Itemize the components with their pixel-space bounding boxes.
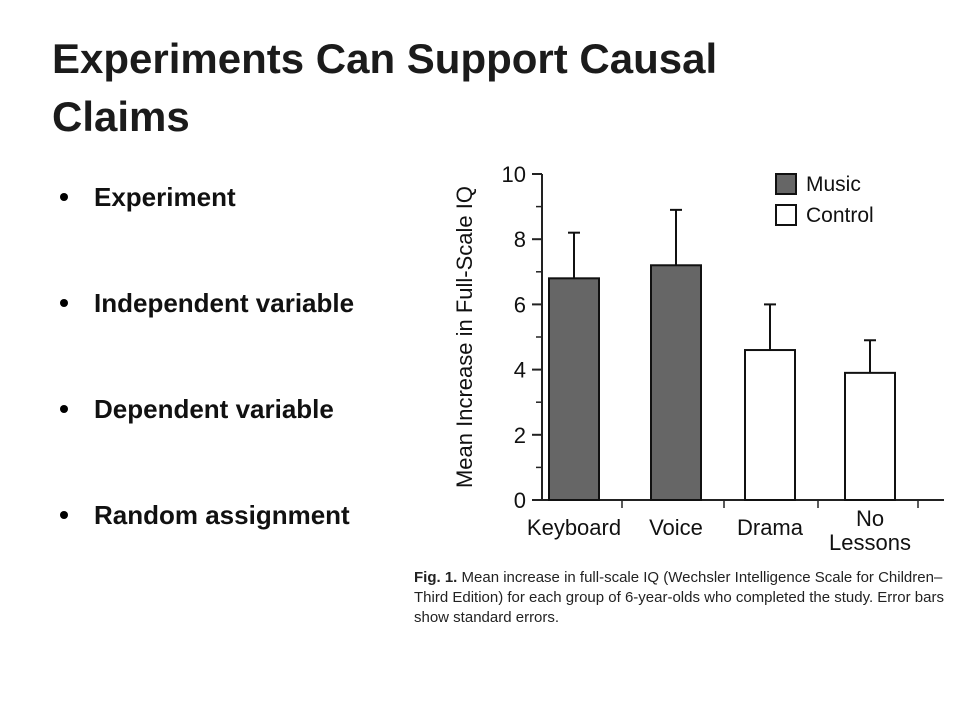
bullet-list: Experiment Independent variable Dependen…	[60, 172, 354, 596]
legend-swatch	[775, 173, 797, 195]
bar	[548, 277, 600, 501]
x-tick-label: Keyboard	[527, 515, 621, 540]
bar-chart: 0 2 4 6 8 10 Mean Increase in Full-Scale IQ Key…	[438, 150, 958, 560]
figure-caption: Fig. 1. Mean increase in full-scale IQ (…	[414, 568, 954, 628]
y-tick-label: 8	[514, 227, 526, 252]
bullet-text: Experiment	[94, 182, 236, 212]
bullet-text: Independent variable	[94, 288, 355, 318]
bullet-text: Random assignment	[94, 500, 350, 530]
y-tick-label: 2	[514, 423, 526, 448]
bullet-dot-icon	[60, 193, 68, 201]
bar	[744, 349, 796, 501]
bullet-item: Dependent variable	[60, 384, 354, 490]
legend-label: Control	[806, 204, 874, 227]
legend-swatch	[775, 204, 797, 226]
slide-title: Experiments Can Support Causal Claims	[52, 35, 718, 140]
figure-caption-text: Mean increase in full-scale IQ (Wechsler…	[414, 569, 944, 626]
bullet-item: Random assignment	[60, 490, 354, 596]
y-axis-label: Mean Increase in Full-Scale IQ	[452, 186, 477, 488]
bullet-dot-icon	[60, 511, 68, 519]
y-tick-label: 4	[514, 358, 526, 383]
y-tick-label: 6	[514, 292, 526, 317]
bar-chart-svg: 0 2 4 6 8 10 Mean Increase in Full-Scale IQ Key…	[452, 162, 944, 555]
x-tick-label: No Lessons	[829, 506, 911, 555]
bullet-text: Dependent variable	[94, 394, 334, 424]
x-tick-label: Voice	[649, 515, 703, 540]
bullet-item: Experiment	[60, 172, 354, 278]
legend-label: Music	[806, 173, 861, 196]
y-tick-label: 0	[514, 488, 526, 513]
y-tick-label: 10	[502, 162, 526, 187]
bar	[650, 264, 702, 501]
bullet-item: Independent variable	[60, 278, 354, 384]
bullet-dot-icon	[60, 405, 68, 413]
x-tick-label: Drama	[737, 515, 804, 540]
bullet-dot-icon	[60, 299, 68, 307]
figure-caption-label: Fig. 1.	[414, 569, 458, 586]
bar	[844, 371, 896, 501]
